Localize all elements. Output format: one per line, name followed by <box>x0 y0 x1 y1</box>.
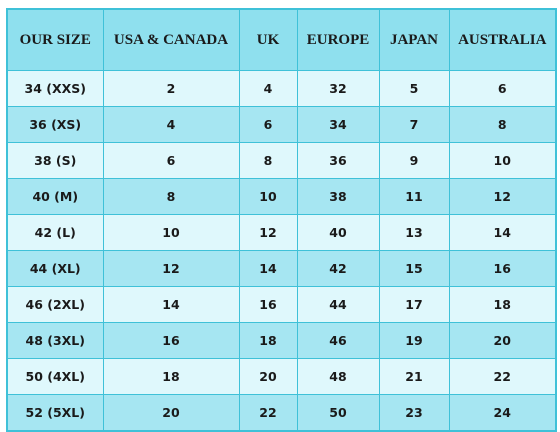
table-cell: 2 <box>102 70 240 107</box>
table-row: 44 (XL) 12 14 42 15 16 <box>6 250 557 287</box>
table-cell: 4 <box>238 70 298 107</box>
table-cell: 14 <box>448 214 557 251</box>
table-cell: 20 <box>448 322 557 359</box>
table-cell: 16 <box>238 286 298 323</box>
table-cell: 16 <box>102 322 240 359</box>
table-cell: 20 <box>102 394 240 432</box>
header-our-size: OUR SIZE <box>6 8 104 71</box>
header-japan: JAPAN <box>378 8 450 71</box>
table-cell: 40 <box>296 214 380 251</box>
table-cell: 52 (5XL) <box>6 394 104 432</box>
table-cell: 38 <box>296 178 380 215</box>
table-row: 38 (S) 6 8 36 9 10 <box>6 142 557 179</box>
table-row: 46 (2XL) 14 16 44 17 18 <box>6 286 557 323</box>
table-cell: 12 <box>448 178 557 215</box>
table-cell: 34 (XXS) <box>6 70 104 107</box>
table-cell: 8 <box>238 142 298 179</box>
table-cell: 42 (L) <box>6 214 104 251</box>
table-cell: 38 (S) <box>6 142 104 179</box>
table-cell: 44 (XL) <box>6 250 104 287</box>
table-cell: 36 (XS) <box>6 106 104 143</box>
table-cell: 24 <box>448 394 557 432</box>
table-cell: 22 <box>238 394 298 432</box>
table-cell: 5 <box>378 70 450 107</box>
table-cell: 10 <box>102 214 240 251</box>
table-cell: 48 <box>296 358 380 395</box>
table-cell: 19 <box>378 322 450 359</box>
table-cell: 14 <box>102 286 240 323</box>
table-cell: 11 <box>378 178 450 215</box>
header-row: OUR SIZE USA & CANADA UK EUROPE JAPAN AU… <box>6 8 557 71</box>
table-cell: 10 <box>238 178 298 215</box>
table-cell: 15 <box>378 250 450 287</box>
table-row: 34 (XXS) 2 4 32 5 6 <box>6 70 557 107</box>
table-cell: 6 <box>238 106 298 143</box>
header-uk: UK <box>238 8 298 71</box>
table-cell: 12 <box>238 214 298 251</box>
table-row: 40 (M) 8 10 38 11 12 <box>6 178 557 215</box>
table-cell: 14 <box>238 250 298 287</box>
table-cell: 46 <box>296 322 380 359</box>
table-cell: 16 <box>448 250 557 287</box>
table-cell: 7 <box>378 106 450 143</box>
size-chart: OUR SIZE USA & CANADA UK EUROPE JAPAN AU… <box>6 8 557 432</box>
table-cell: 42 <box>296 250 380 287</box>
table-row: 50 (4XL) 18 20 48 21 22 <box>6 358 557 395</box>
table-cell: 40 (M) <box>6 178 104 215</box>
table-cell: 22 <box>448 358 557 395</box>
table-row: 52 (5XL) 20 22 50 23 24 <box>6 394 557 432</box>
header-europe: EUROPE <box>296 8 380 71</box>
table-cell: 48 (3XL) <box>6 322 104 359</box>
table-cell: 36 <box>296 142 380 179</box>
table-row: 36 (XS) 4 6 34 7 8 <box>6 106 557 143</box>
table-cell: 18 <box>102 358 240 395</box>
table-cell: 32 <box>296 70 380 107</box>
header-australia: AUSTRALIA <box>448 8 557 71</box>
table-cell: 18 <box>448 286 557 323</box>
table-cell: 10 <box>448 142 557 179</box>
table-row: 42 (L) 10 12 40 13 14 <box>6 214 557 251</box>
table-cell: 6 <box>448 70 557 107</box>
table-row: 48 (3XL) 16 18 46 19 20 <box>6 322 557 359</box>
table-cell: 44 <box>296 286 380 323</box>
size-conversion-table: OUR SIZE USA & CANADA UK EUROPE JAPAN AU… <box>6 8 557 432</box>
table-cell: 21 <box>378 358 450 395</box>
table-cell: 18 <box>238 322 298 359</box>
table-cell: 12 <box>102 250 240 287</box>
table-cell: 13 <box>378 214 450 251</box>
table-cell: 23 <box>378 394 450 432</box>
table-cell: 50 <box>296 394 380 432</box>
table-cell: 46 (2XL) <box>6 286 104 323</box>
table-cell: 17 <box>378 286 450 323</box>
table-cell: 4 <box>102 106 240 143</box>
table-cell: 8 <box>102 178 240 215</box>
table-cell: 34 <box>296 106 380 143</box>
table-cell: 9 <box>378 142 450 179</box>
header-usa-canada: USA & CANADA <box>102 8 240 71</box>
table-cell: 20 <box>238 358 298 395</box>
table-cell: 50 (4XL) <box>6 358 104 395</box>
table-cell: 8 <box>448 106 557 143</box>
table-cell: 6 <box>102 142 240 179</box>
